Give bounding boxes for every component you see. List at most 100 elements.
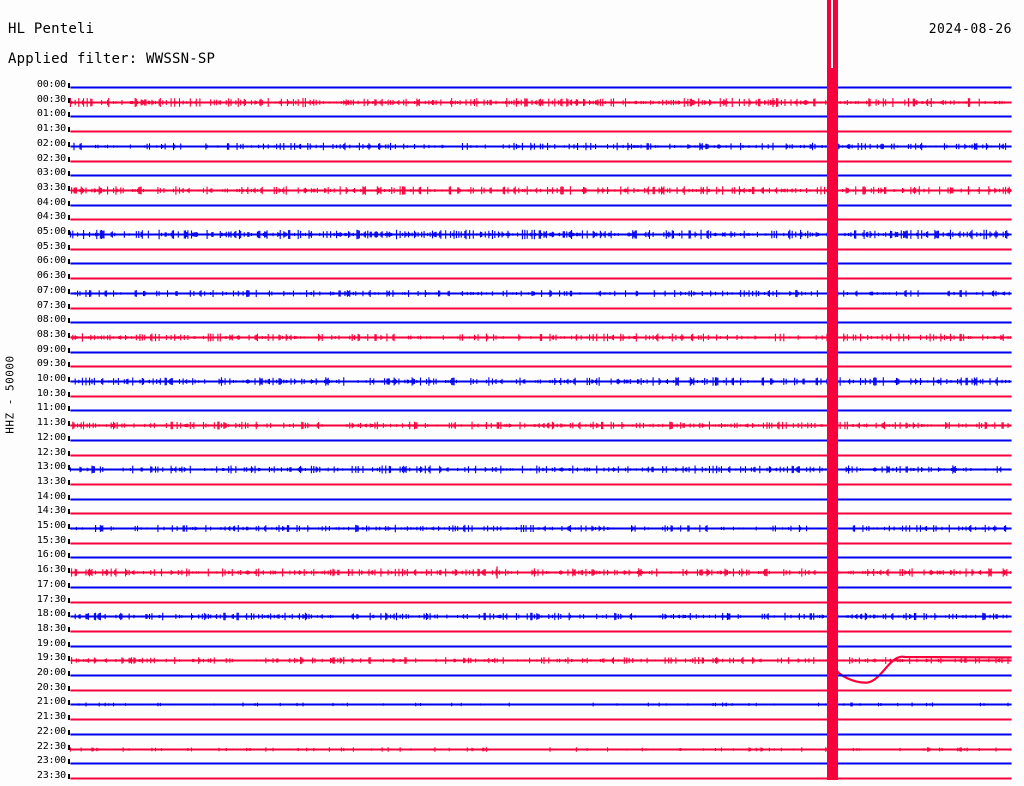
trace-row: 14:00 [0,491,1024,507]
trace-row: 01:00 [0,109,1024,124]
time-axis-tick-label: 01:30 [36,123,66,135]
seismic-trace [70,109,1012,124]
trace-row: 07:00 [0,284,1024,301]
time-axis-tick-label: 07:30 [36,299,66,311]
time-axis-tick-label: 04:00 [36,196,66,208]
trace-row: 11:00 [0,403,1024,418]
seismic-trace [70,80,1012,95]
time-axis-tick-mark [68,156,70,162]
trace-row: 08:30 [0,328,1024,345]
time-axis-tick-label: 05:00 [36,226,66,237]
time-axis-tick-label: 22:00 [36,725,66,737]
seismic-trace [69,462,1012,477]
seismic-trace [69,742,1012,757]
time-axis-tick-mark [68,332,70,338]
time-axis-tick-label: 15:00 [36,520,66,531]
time-axis-tick-label: 20:30 [36,681,66,693]
trace-row: 09:30 [0,359,1024,374]
time-axis-tick-label: 14:30 [36,505,66,517]
trace-row: 12:00 [0,431,1024,448]
time-axis-tick-label: 07:00 [36,284,66,296]
seismic-trace [70,271,1012,286]
seismic-trace [70,650,1012,684]
trace-row: 13:30 [0,476,1024,492]
trace-row: 22:30 [0,741,1024,757]
time-axis-tick-label: 05:30 [36,240,66,252]
seismic-trace [70,712,1012,727]
seismic-trace [70,301,1012,316]
seismic-trace [69,521,1012,536]
seismic-trace [70,580,1012,595]
time-axis-tick-mark [68,450,70,456]
trace-row: 12:30 [0,447,1024,463]
time-axis-tick-mark [68,759,70,765]
trace-row: 15:30 [0,535,1024,551]
time-axis-tick-mark [68,185,70,191]
time-axis-tick-mark [68,715,70,721]
trace-row: 13:00 [0,462,1024,477]
trace-row: 04:00 [0,196,1024,213]
trace-row: 23:00 [0,756,1024,771]
seismic-trace [70,492,1012,507]
time-axis-tick-label: 12:00 [36,431,66,443]
time-axis-tick-label: 16:30 [36,564,66,576]
time-axis-tick-mark [68,362,70,368]
time-axis-tick-mark [68,671,70,676]
time-axis-tick-mark [68,215,70,221]
time-axis-tick-label: 19:30 [36,652,66,664]
seismic-trace [70,565,1012,580]
trace-row: 16:00 [0,550,1024,565]
time-axis-tick-mark [68,259,70,265]
trace-row: 05:00 [0,227,1024,242]
seismic-trace [70,506,1012,521]
seismic-trace [69,418,1012,433]
time-axis-tick-mark [68,524,70,529]
time-axis-tick-mark [68,230,70,235]
trace-row: 02:00 [0,137,1024,154]
time-axis-tick-label: 02:00 [36,137,66,149]
time-axis-tick-mark [68,421,70,427]
seismic-trace [70,683,1012,698]
time-axis-tick-mark [68,685,70,691]
trace-row: 15:00 [0,521,1024,536]
seismic-trace [70,212,1012,227]
time-axis-tick-mark [68,435,70,441]
time-axis-tick-label: 17:30 [36,593,66,605]
trace-row: 18:30 [0,623,1024,639]
time-axis-tick-label: 21:00 [36,696,66,708]
time-axis-tick-mark [68,700,70,706]
event-marker-band [827,0,838,780]
seismic-trace [70,330,1012,345]
time-axis-tick-label: 19:00 [36,637,66,649]
time-axis-tick-mark [68,347,70,353]
time-axis-tick-label: 23:30 [36,769,66,781]
time-axis-tick-label: 04:30 [36,211,66,223]
seismic-trace [70,756,1012,771]
trace-row: 21:30 [0,712,1024,727]
seismic-trace [70,550,1012,565]
seismic-trace [70,389,1012,404]
seismic-trace [69,95,1012,110]
time-axis-tick-label: 03:00 [36,167,66,179]
time-axis-tick-mark [68,303,70,309]
trace-row: 10:30 [0,387,1024,404]
time-axis-tick-mark [68,479,70,485]
trace-row: 06:30 [0,271,1024,286]
seismic-trace [70,374,1012,389]
time-axis-tick-label: 02:30 [36,152,66,164]
seismic-trace [70,624,1012,639]
time-axis-tick-mark [68,377,70,382]
time-axis-tick-mark [68,141,70,147]
time-axis-tick-mark [68,171,70,177]
trace-row: 06:00 [0,256,1024,271]
time-axis-tick-label: 08:30 [36,328,66,340]
trace-row: 09:00 [0,344,1024,360]
trace-row: 01:30 [0,124,1024,139]
time-axis-tick-label: 23:00 [36,755,66,767]
seismic-trace [70,286,1012,301]
time-axis-tick-mark [68,200,70,206]
time-axis-tick-label: 10:30 [36,387,66,399]
trace-row: 00:30 [0,94,1024,110]
seismic-trace [70,727,1012,742]
